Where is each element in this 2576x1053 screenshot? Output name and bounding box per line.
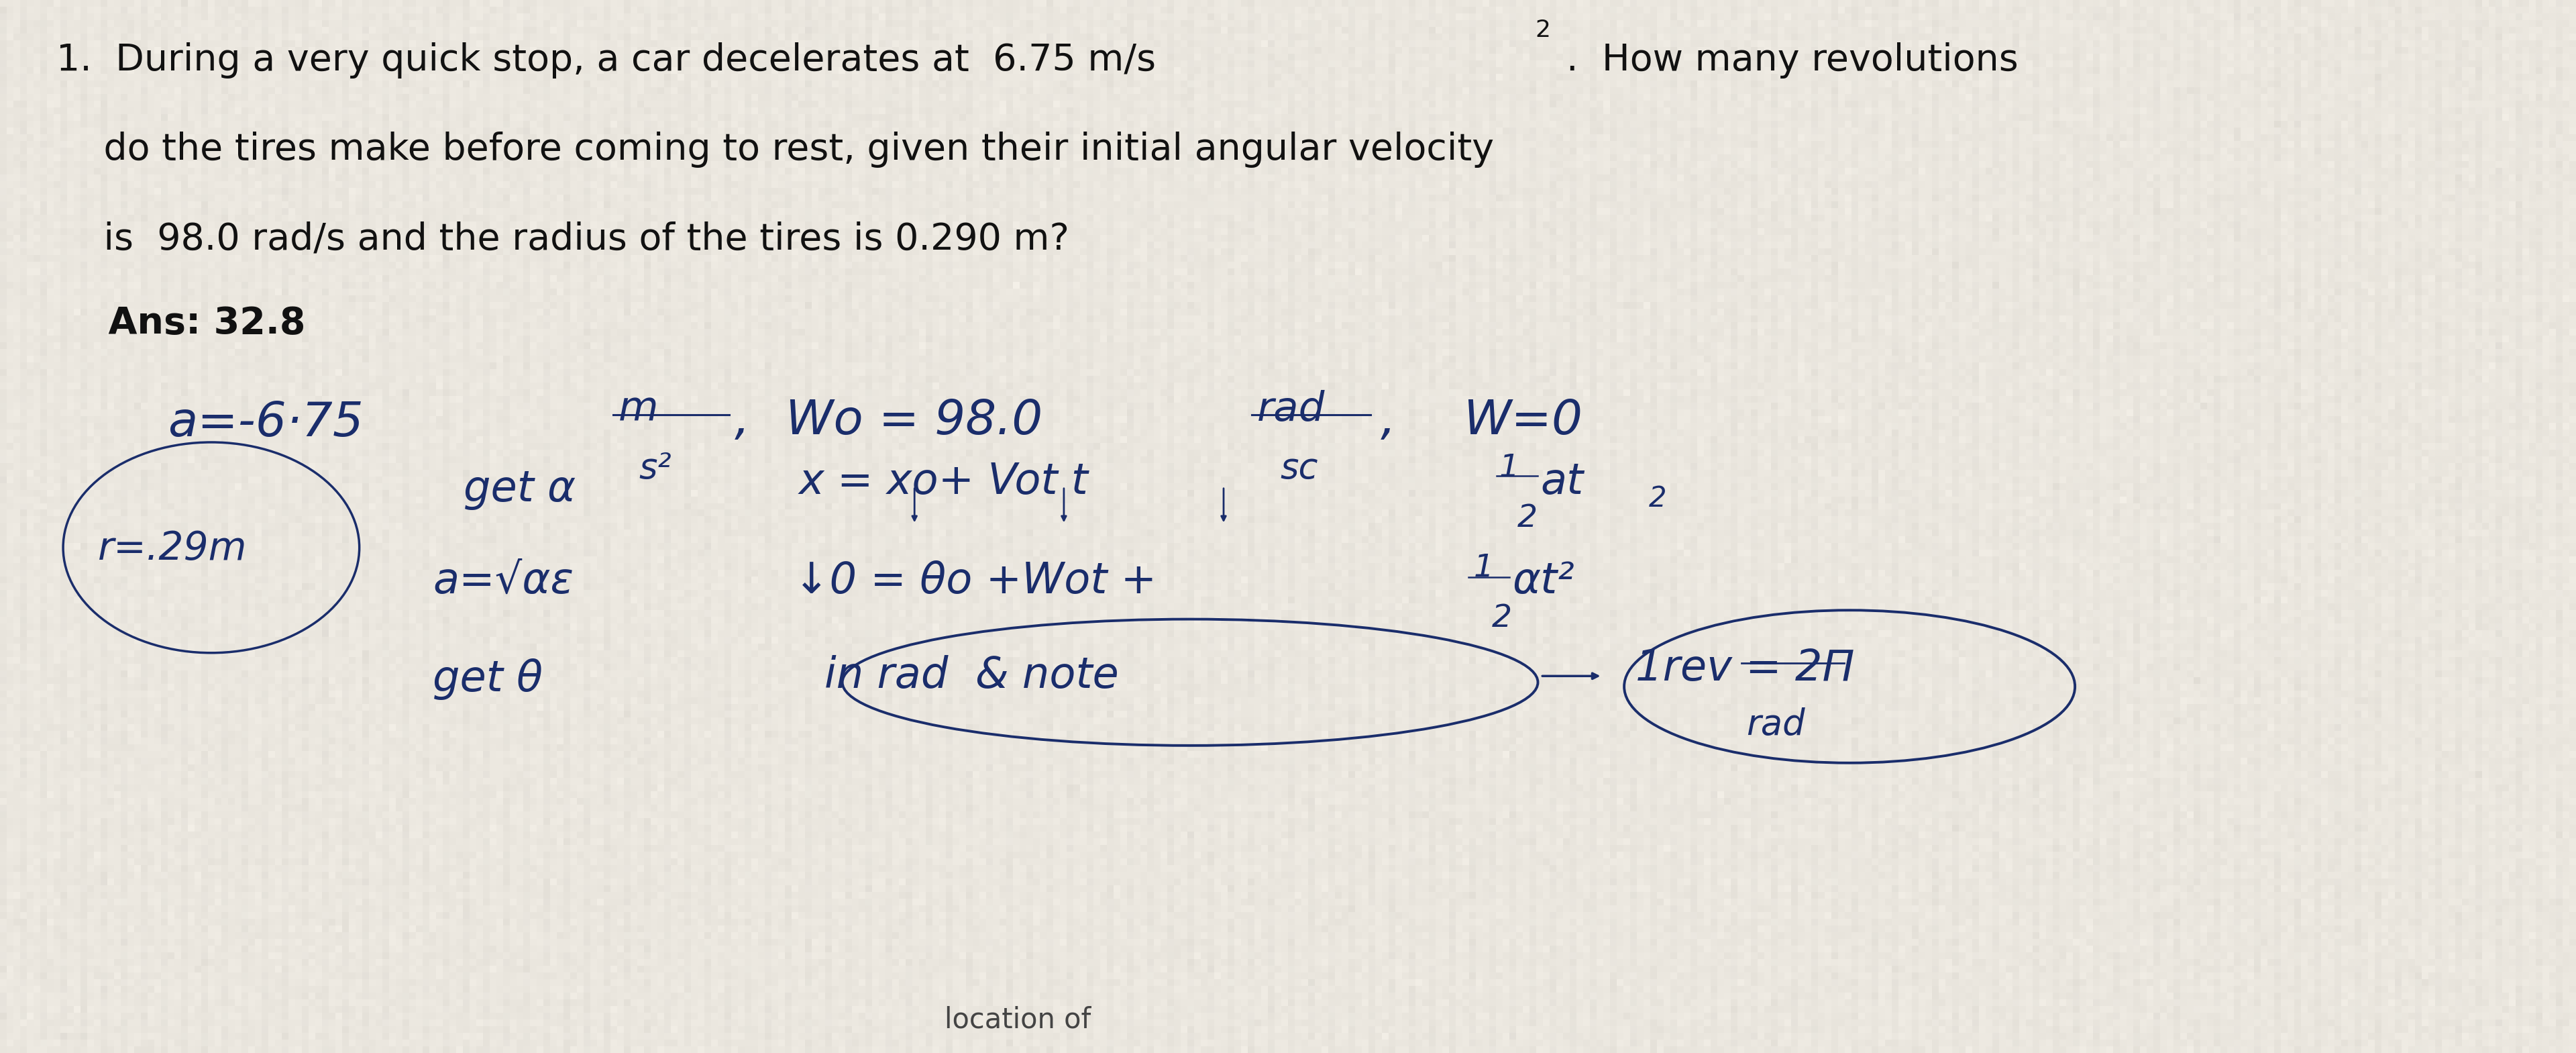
Text: rad: rad [1747, 708, 1806, 742]
Text: 2: 2 [1517, 503, 1538, 534]
Text: get α: get α [464, 469, 577, 511]
Text: αt²: αt² [1512, 560, 1574, 602]
Text: 1rev = 2Π: 1rev = 2Π [1636, 648, 1855, 690]
Text: W=0: W=0 [1463, 398, 1582, 444]
Text: 1: 1 [1499, 453, 1520, 483]
Text: Wo = 98.0: Wo = 98.0 [786, 398, 1043, 444]
Text: 2: 2 [1492, 603, 1512, 634]
Text: m: m [618, 390, 657, 430]
Text: x = xo+ Vot t: x = xo+ Vot t [799, 461, 1087, 503]
Text: .  How many revolutions: . How many revolutions [1566, 42, 2017, 78]
Text: 2: 2 [1535, 19, 1551, 42]
Text: do the tires make before coming to rest, given their initial angular velocity: do the tires make before coming to rest,… [57, 132, 1494, 167]
Text: in rad  & note: in rad & note [824, 655, 1118, 697]
Text: sc: sc [1280, 451, 1319, 485]
Text: ,: , [1381, 398, 1396, 444]
Text: a=-6·75: a=-6·75 [167, 400, 363, 446]
Text: at: at [1540, 461, 1584, 503]
Text: ↓0 = θo +Wot +: ↓0 = θo +Wot + [793, 560, 1157, 602]
Text: is  98.0 rad/s and the radius of the tires is 0.290 m?: is 98.0 rad/s and the radius of the tire… [57, 221, 1069, 257]
Text: 2: 2 [1649, 484, 1667, 513]
Text: a=√αε: a=√αε [433, 560, 574, 602]
Text: location of: location of [945, 1006, 1090, 1034]
Text: 1: 1 [1473, 553, 1494, 583]
Text: Ans: 32.8: Ans: 32.8 [57, 305, 307, 341]
Text: ,: , [734, 398, 750, 444]
Text: s²: s² [639, 451, 672, 485]
Text: r=.29m: r=.29m [98, 530, 247, 568]
Text: get θ: get θ [433, 658, 544, 700]
Text: rad: rad [1257, 390, 1324, 430]
Text: 1.  During a very quick stop, a car decelerates at  6.75 m/s: 1. During a very quick stop, a car decel… [57, 42, 1157, 78]
